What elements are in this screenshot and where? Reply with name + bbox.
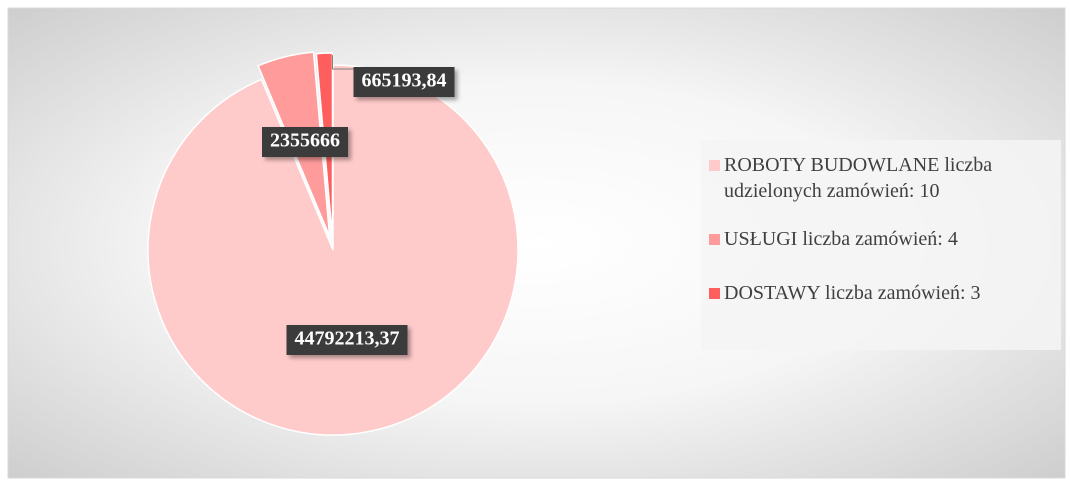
data-label: 2355666	[262, 127, 348, 157]
legend-swatch	[709, 234, 720, 245]
legend-swatch	[709, 288, 720, 299]
legend-label: DOSTAWY liczba zamówień: 3	[724, 282, 981, 304]
legend-label: ROBOTY BUDOWLANE liczba udzielonych zamó…	[724, 154, 993, 202]
legend-label: USŁUGI liczba zamówień: 4	[724, 228, 958, 250]
pie-slice	[147, 64, 519, 436]
data-label-text: 2355666	[270, 130, 340, 152]
leader-line	[331, 55, 354, 70]
legend-item: DOSTAWY liczba zamówień: 3	[709, 280, 1059, 306]
legend: ROBOTY BUDOWLANE liczba udzielonych zamó…	[701, 140, 1061, 350]
data-label-box	[353, 67, 455, 97]
pie	[147, 51, 519, 436]
legend-swatch	[709, 160, 720, 171]
legend-item: USŁUGI liczba zamówień: 4	[709, 226, 1059, 252]
data-label-text: 665193,84	[362, 70, 447, 92]
legend-item: ROBOTY BUDOWLANE liczba udzielonych zamó…	[709, 152, 1059, 204]
data-labels: 44792213,37 2355666 665193,84	[262, 55, 455, 355]
data-label-text: 44792213,37	[295, 328, 400, 350]
data-label: 665193,84	[353, 67, 455, 97]
data-label-box	[262, 127, 348, 157]
data-label: 44792213,37	[286, 325, 408, 355]
data-label-box	[286, 325, 408, 355]
